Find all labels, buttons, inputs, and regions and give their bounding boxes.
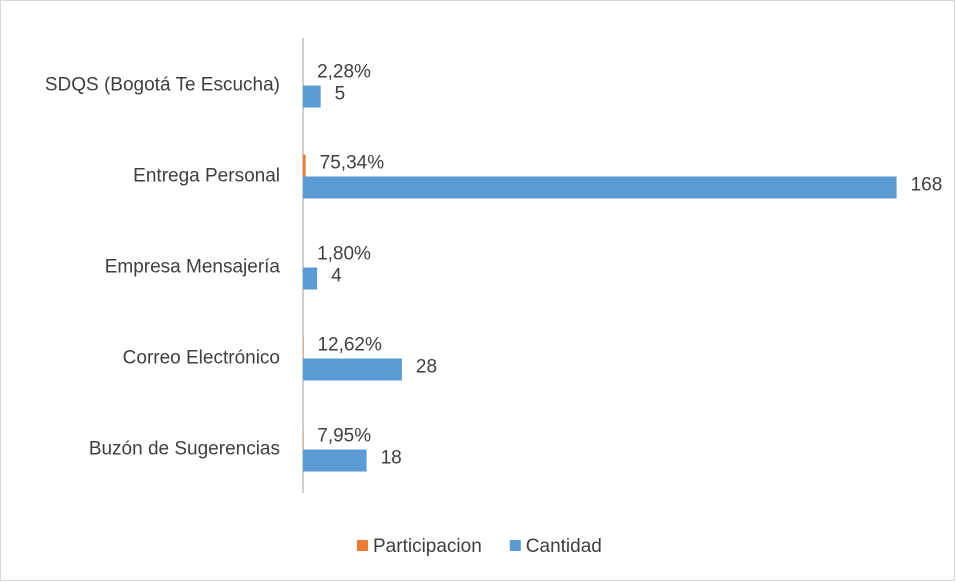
legend-swatch (509, 540, 521, 551)
bar (303, 176, 897, 199)
data-label: 18 (381, 448, 402, 469)
legend-swatch (357, 540, 368, 551)
y-tick-label: Correo Electrónico (123, 348, 280, 369)
bar (303, 449, 367, 472)
data-label: 2,28% (317, 62, 371, 83)
y-tick-label: SDQS (Bogotá Te Escucha) (45, 75, 280, 96)
data-label: 1,80% (317, 244, 371, 265)
bar (303, 154, 306, 177)
data-label: 75,34% (320, 153, 385, 174)
bar (303, 85, 321, 108)
data-label: 168 (911, 175, 943, 196)
legend-label: Participacion (373, 536, 482, 557)
data-label: 12,62% (317, 335, 382, 356)
data-label: 4 (331, 266, 342, 287)
y-tick-label: Entrega Personal (133, 166, 280, 187)
bar (303, 358, 402, 381)
y-tick-label: Buzón de Sugerencias (89, 439, 280, 460)
legend-label: Cantidad (526, 536, 602, 557)
bar (303, 267, 318, 290)
data-label: 5 (335, 84, 346, 105)
data-label: 7,95% (317, 426, 371, 447)
data-label: 28 (416, 357, 437, 378)
y-tick-label: Empresa Mensajería (105, 257, 281, 278)
